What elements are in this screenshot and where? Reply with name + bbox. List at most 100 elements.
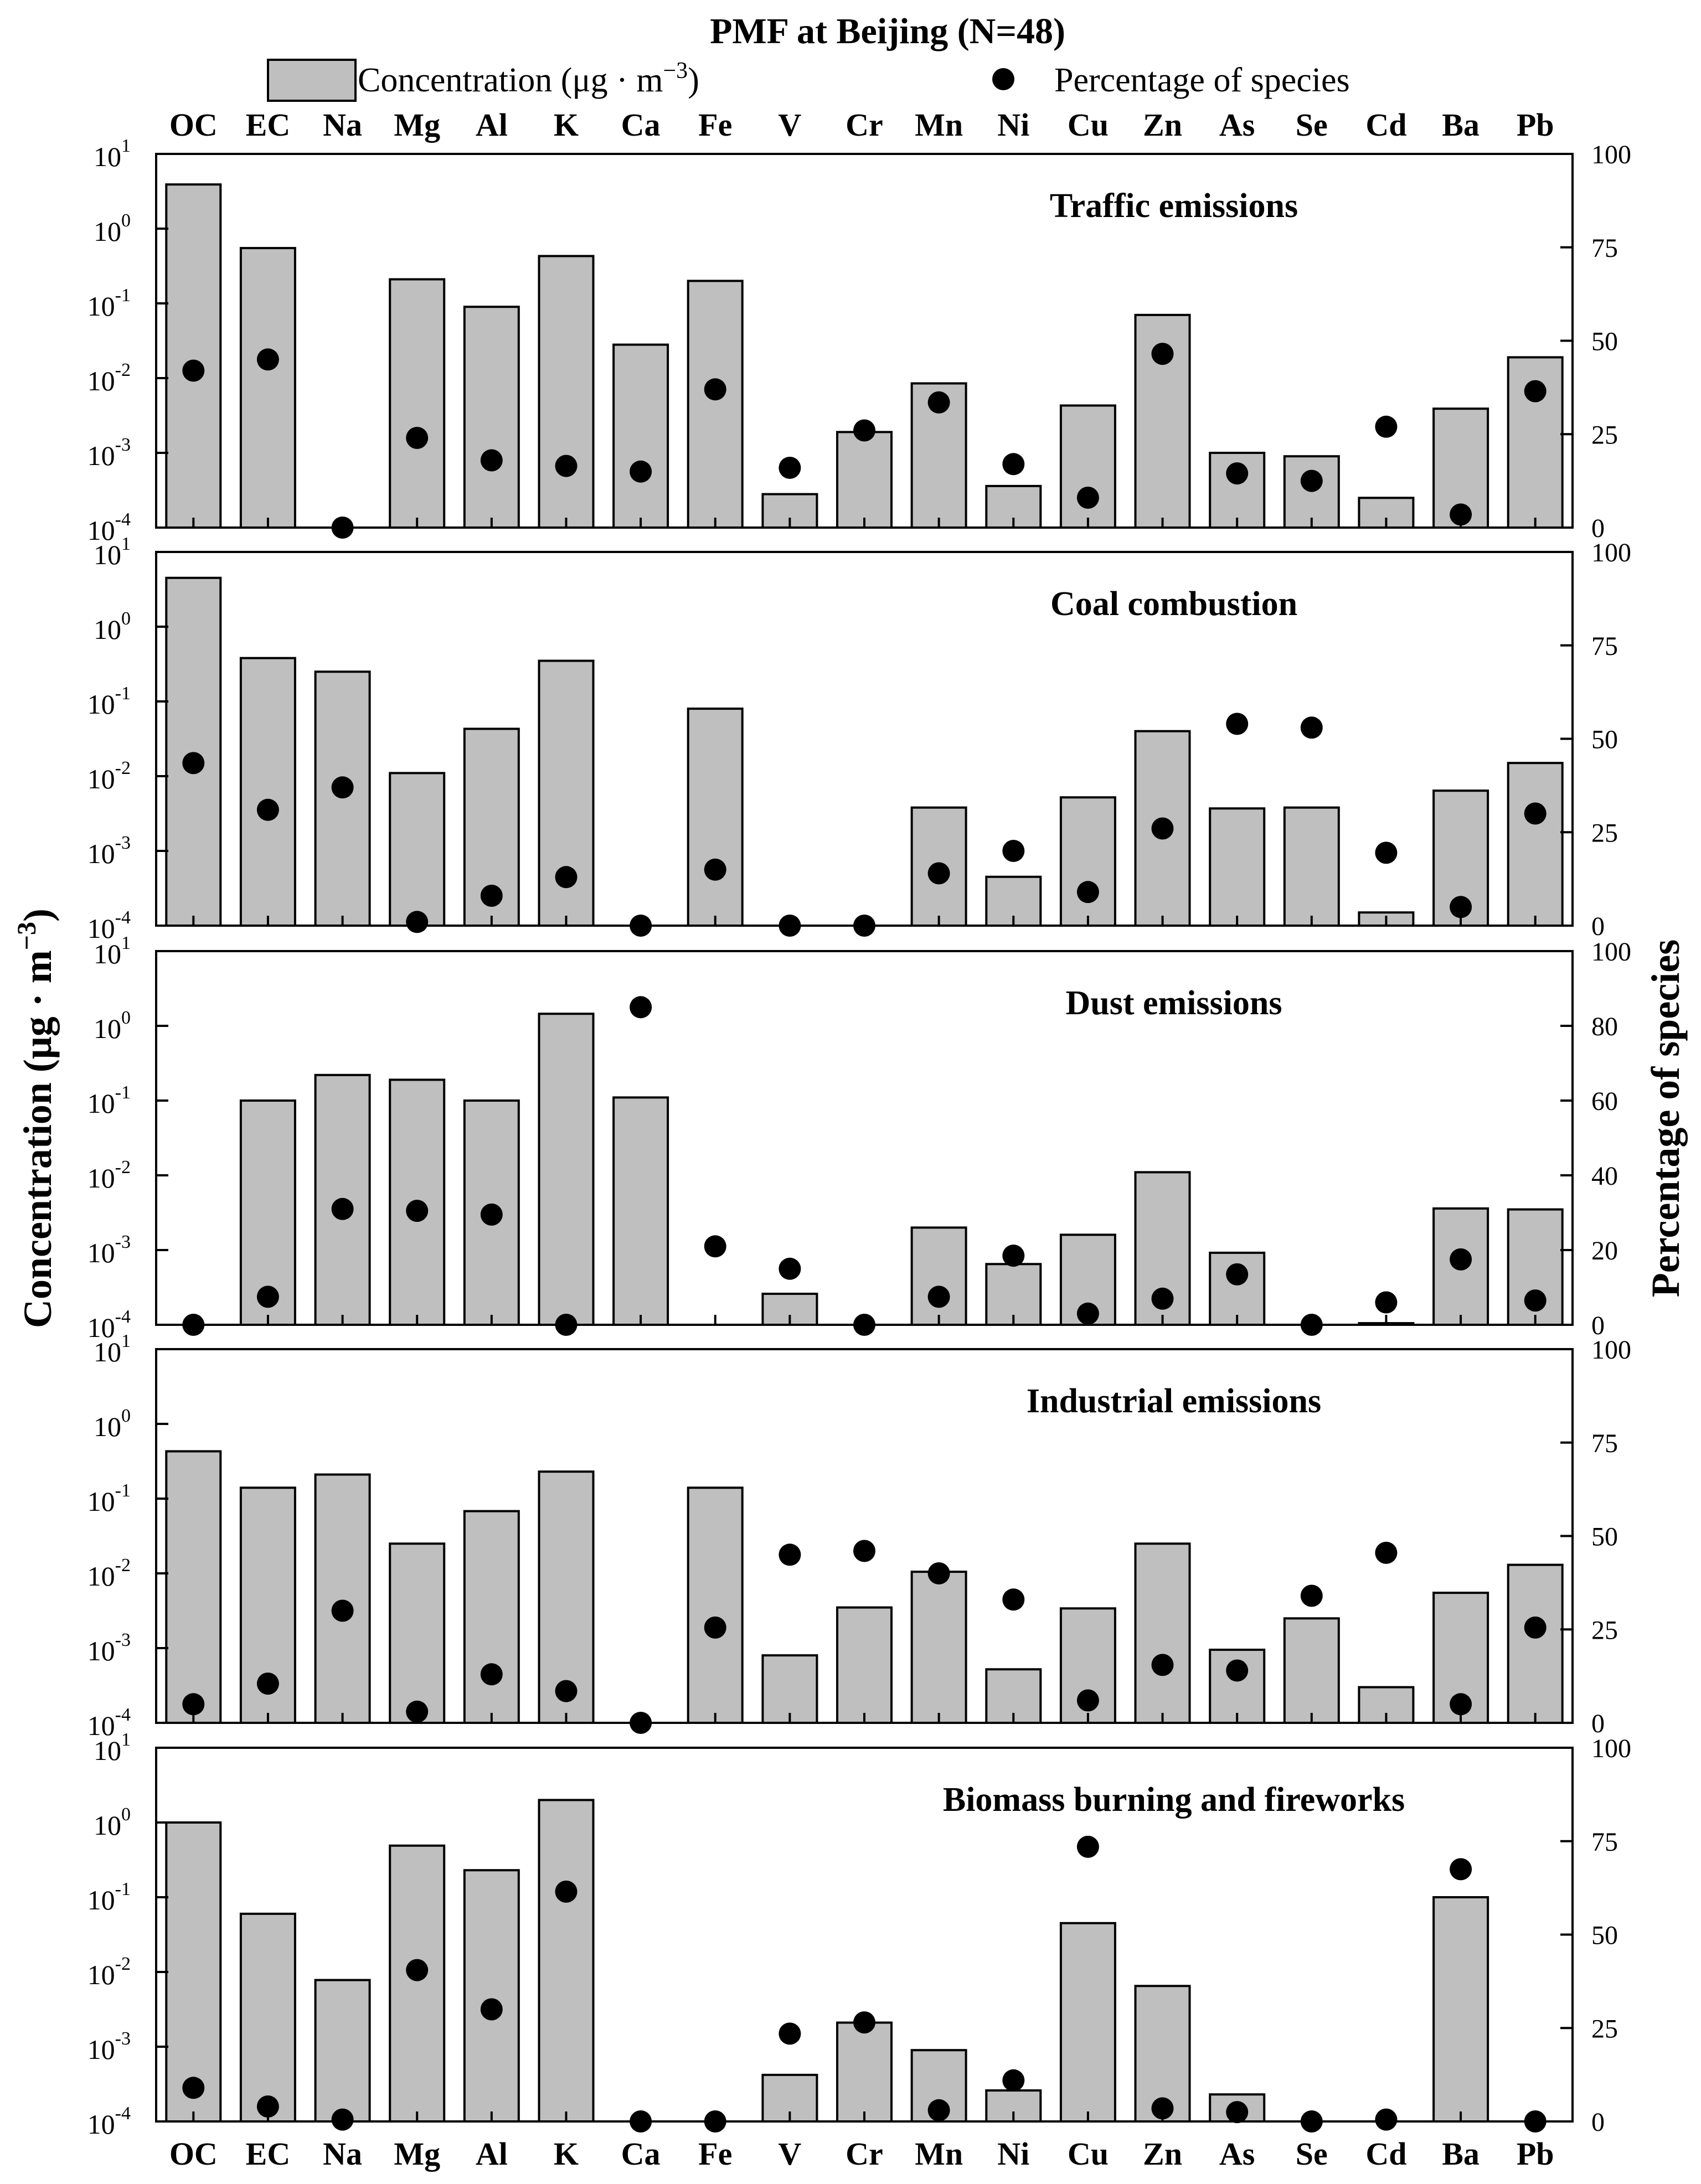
category-label-fe: Fe xyxy=(698,2136,732,2172)
dot-industrial-emissions-as xyxy=(1226,1659,1249,1682)
bar-industrial-emissions-mn xyxy=(910,1571,967,1725)
dot-traffic-emissions-fe xyxy=(704,378,726,401)
dot-coal-combustion-cu xyxy=(1076,881,1099,903)
right-tick-label: 20 xyxy=(1591,1236,1618,1266)
right-tick-label: 100 xyxy=(1591,1335,1631,1365)
dot-traffic-emissions-se xyxy=(1300,469,1323,492)
dot-dust-emissions-k xyxy=(555,1314,578,1336)
dot-industrial-emissions-v xyxy=(779,1543,801,1566)
category-label-zn: Zn xyxy=(1143,2136,1182,2172)
bar-industrial-emissions-v xyxy=(761,1654,818,1725)
category-label-ca: Ca xyxy=(621,2136,661,2172)
dot-coal-combustion-mn xyxy=(927,862,950,885)
bar-dust-emissions-k xyxy=(538,1013,595,1326)
category-label-mn: Mn xyxy=(915,2136,963,2172)
left-tick-label: 10-2 xyxy=(87,1157,131,1194)
right-tick-label: 0 xyxy=(1591,514,1605,543)
right-tick-label: 60 xyxy=(1591,1087,1618,1116)
dot-industrial-emissions-mn xyxy=(927,1562,950,1584)
dot-dust-emissions-ba xyxy=(1450,1248,1472,1271)
bar-traffic-emissions-cu xyxy=(1059,404,1116,529)
dot-biomass-burning-and-fireworks-as xyxy=(1226,2101,1249,2124)
dot-dust-emissions-ec xyxy=(256,1285,279,1308)
right-tick-label: 75 xyxy=(1591,1827,1618,1857)
left-tick-label: 10-4 xyxy=(87,907,131,944)
right-tick-label: 75 xyxy=(1591,1429,1618,1458)
dot-industrial-emissions-zn xyxy=(1151,1654,1174,1676)
dot-industrial-emissions-ba xyxy=(1450,1693,1472,1716)
dot-dust-emissions-mg xyxy=(406,1200,429,1222)
panel-title: Industrial emissions xyxy=(1027,1382,1321,1420)
bar-traffic-emissions-al xyxy=(463,306,520,529)
dot-industrial-emissions-ni xyxy=(1002,1588,1025,1611)
dot-coal-combustion-ec xyxy=(256,798,279,821)
dot-dust-emissions-cr xyxy=(853,1314,875,1336)
dot-biomass-burning-and-fireworks-cd xyxy=(1375,2108,1398,2131)
left-tick-label: 10-2 xyxy=(87,1954,131,1990)
category-label-oc: OC xyxy=(169,2136,218,2172)
bar-traffic-emissions-zn xyxy=(1134,313,1191,529)
dot-industrial-emissions-fe xyxy=(704,1616,726,1639)
dot-traffic-emissions-cu xyxy=(1076,487,1099,509)
dot-dust-emissions-ca xyxy=(630,996,652,1019)
dot-dust-emissions-se xyxy=(1300,1314,1323,1336)
dot-coal-combustion-pb xyxy=(1524,802,1547,825)
bar-traffic-emissions-se xyxy=(1283,455,1340,529)
bar-traffic-emissions-ca xyxy=(612,343,669,529)
left-tick-label: 10-2 xyxy=(87,1555,131,1592)
dot-coal-combustion-na xyxy=(331,776,354,799)
category-label-al: Al xyxy=(476,107,508,143)
left-axis-title: Concentration (μg · m−3) xyxy=(12,908,60,1328)
legend-bar-label: Concentration (μg · m−3) xyxy=(358,58,699,99)
dot-traffic-emissions-mg xyxy=(406,427,429,449)
dot-dust-emissions-ni xyxy=(1002,1245,1025,1267)
right-tick-label: 0 xyxy=(1591,1311,1605,1340)
dot-coal-combustion-cd xyxy=(1375,841,1398,864)
bar-traffic-emissions-mg xyxy=(389,278,446,529)
dot-traffic-emissions-cr xyxy=(853,419,875,442)
category-label-na: Na xyxy=(323,2136,362,2172)
left-tick-label: 10-2 xyxy=(87,360,131,396)
left-tick-label: 10-4 xyxy=(87,509,131,546)
category-label-cu: Cu xyxy=(1068,2136,1109,2172)
dot-biomass-burning-and-fireworks-ec xyxy=(256,2095,279,2118)
dot-industrial-emissions-cr xyxy=(853,1540,875,1562)
category-label-ba: Ba xyxy=(1442,2136,1480,2172)
dot-biomass-burning-and-fireworks-k xyxy=(555,1880,578,1903)
dot-coal-combustion-zn xyxy=(1151,817,1174,840)
legend-dot-label: Percentage of species xyxy=(1054,61,1350,99)
bar-traffic-emissions-cr xyxy=(836,431,893,529)
dot-coal-combustion-mg xyxy=(406,911,429,933)
bar-coal-combustion-fe xyxy=(687,708,744,927)
dot-traffic-emissions-oc xyxy=(182,359,205,382)
category-label-ec: EC xyxy=(246,2136,291,2172)
dot-biomass-burning-and-fireworks-oc xyxy=(182,2077,205,2099)
dot-traffic-emissions-ba xyxy=(1450,503,1472,526)
right-tick-label: 50 xyxy=(1591,1921,1618,1950)
dot-coal-combustion-se xyxy=(1300,716,1323,739)
category-label-ni: Ni xyxy=(997,107,1029,143)
left-tick-label: 10-3 xyxy=(87,2028,131,2065)
dot-coal-combustion-ba xyxy=(1450,896,1472,918)
dot-biomass-burning-and-fireworks-cr xyxy=(853,2011,875,2034)
bar-dust-emissions-ca xyxy=(612,1096,669,1326)
dot-industrial-emissions-k xyxy=(555,1680,578,1702)
legend: Concentration (μg · m−3) Percentage of sp… xyxy=(267,58,1350,102)
bar-coal-combustion-k xyxy=(538,659,595,927)
dot-dust-emissions-fe xyxy=(704,1235,726,1258)
left-tick-label: 100 xyxy=(94,1406,131,1442)
right-tick-label: 100 xyxy=(1591,937,1631,967)
dot-dust-emissions-zn xyxy=(1151,1287,1174,1310)
left-tick-label: 10-1 xyxy=(87,683,131,720)
dot-biomass-burning-and-fireworks-fe xyxy=(704,2110,726,2133)
category-label-oc: OC xyxy=(169,107,218,143)
panels: 101 100 10-1 10-2 10-3 10-4 0 25 50 75 100 Traffic … xyxy=(87,136,1631,2140)
dot-industrial-emissions-cu xyxy=(1076,1689,1099,1712)
dot-coal-combustion-oc xyxy=(182,752,205,775)
category-label-se: Se xyxy=(1296,2136,1328,2172)
dot-coal-combustion-ca xyxy=(630,915,652,937)
dot-traffic-emissions-ni xyxy=(1002,453,1025,476)
category-label-cd: Cd xyxy=(1365,107,1406,143)
left-tick-label: 10-1 xyxy=(87,1480,131,1517)
dot-coal-combustion-al xyxy=(480,885,503,907)
